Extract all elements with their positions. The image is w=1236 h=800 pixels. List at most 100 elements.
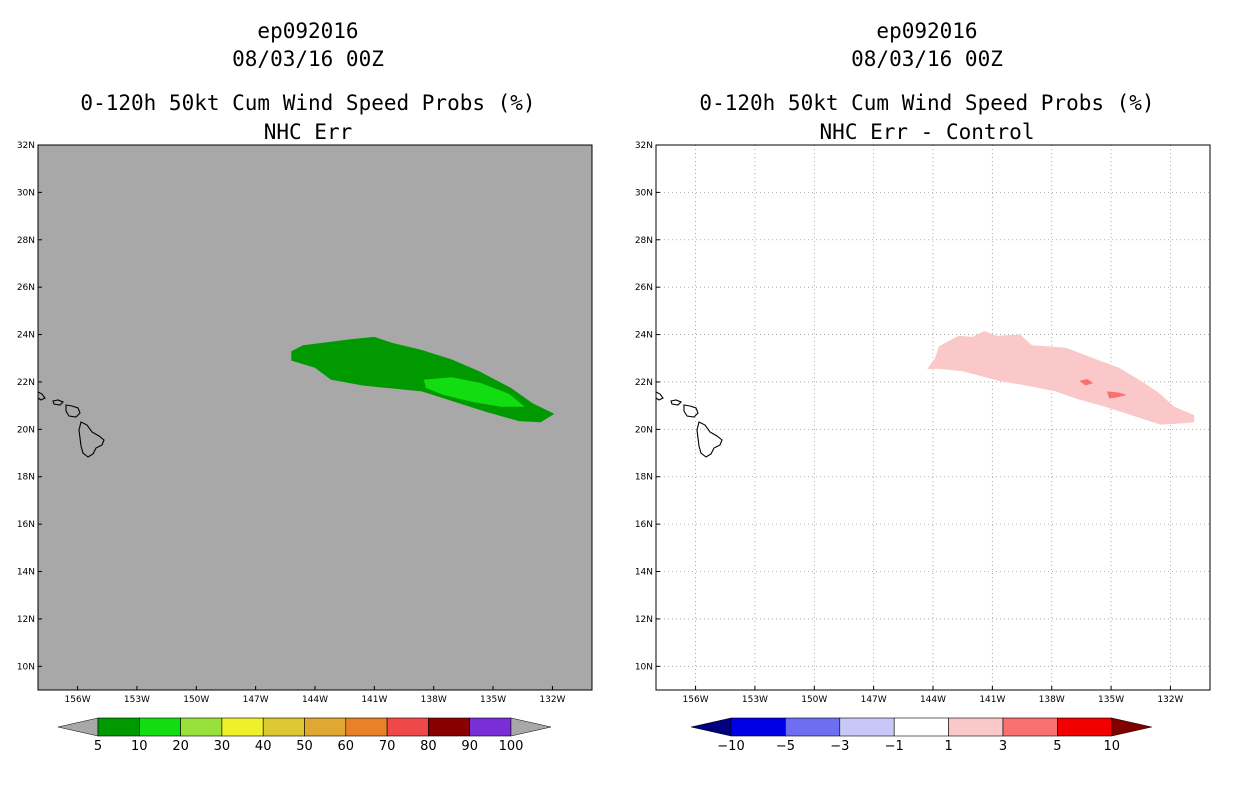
- colorbar-over-triangle: [1111, 717, 1152, 737]
- colorbar-label: −1: [885, 739, 904, 754]
- colorbar-swatch: [948, 717, 1004, 737]
- colorbar-label: 5: [1053, 739, 1061, 754]
- colorbar-label: −5: [776, 739, 795, 754]
- colorbar-swatch: [345, 717, 388, 737]
- x-tick-label: 144W: [302, 695, 328, 705]
- x-tick-label: 153W: [742, 695, 768, 705]
- x-tick-label: 153W: [124, 695, 150, 705]
- colorbar-swatch: [1057, 717, 1113, 737]
- probability-contour-3: [1079, 379, 1094, 386]
- colorbar-swatch: [262, 717, 305, 737]
- colorbar-label: 3: [999, 739, 1007, 754]
- hawaii-coastline: [37, 391, 105, 458]
- storm-id-label: ep092016: [876, 19, 977, 43]
- colorbar-swatch: [139, 717, 181, 737]
- colorbar-under-triangle: [690, 717, 732, 737]
- x-tick-label: 150W: [801, 695, 827, 705]
- hawaii-big-island-outline: [78, 421, 105, 458]
- colorbar-swatch: [469, 717, 512, 737]
- colorbar-label: 50: [296, 739, 313, 754]
- y-tick-label: 26N: [17, 283, 35, 293]
- y-tick-label: 12N: [17, 615, 35, 625]
- x-tick-label: 138W: [421, 695, 447, 705]
- right-panel: ep092016 08/03/16 00Z 0-120h 50kt Cum Wi…: [635, 19, 1211, 754]
- y-tick-label: 26N: [635, 283, 653, 293]
- y-tick-label: 14N: [17, 568, 35, 578]
- date-label: 08/03/16 00Z: [232, 47, 384, 71]
- hawaii-big-island-outline: [696, 421, 723, 458]
- y-tick-label: 28N: [635, 236, 653, 246]
- x-tick-label: 141W: [979, 695, 1005, 705]
- x-axis: 156W 153W 150W 147W 144W 141W 138W 135W 132W: [683, 686, 1184, 705]
- y-tick-label: 24N: [635, 331, 653, 341]
- y-tick-label: 28N: [17, 236, 35, 246]
- x-tick-label: 135W: [480, 695, 506, 705]
- colorbar-label: 60: [338, 739, 355, 754]
- oahu-outline: [655, 391, 664, 401]
- y-tick-label: 22N: [17, 378, 35, 388]
- x-tick-label: 150W: [183, 695, 209, 705]
- chart-title: 0-120h 50kt Cum Wind Speed Probs (%): [699, 91, 1154, 115]
- molokai-outline: [670, 399, 682, 406]
- y-tick-label: 30N: [635, 188, 653, 198]
- x-tick-label: 132W: [539, 695, 565, 705]
- x-axis: 156W 153W 150W 147W 144W 141W 138W 135W 132W: [65, 686, 566, 705]
- y-tick-label: 30N: [17, 188, 35, 198]
- colorbar-swatch: [1002, 717, 1058, 737]
- y-tick-label: 20N: [635, 425, 653, 435]
- y-tick-label: 32N: [635, 141, 653, 151]
- y-tick-label: 32N: [17, 141, 35, 151]
- probability-contour-3: [1107, 391, 1127, 399]
- y-tick-label: 18N: [635, 473, 653, 483]
- colorbar-label: 80: [420, 739, 437, 754]
- colorbar-label: 10: [131, 739, 148, 754]
- contour-layer: [927, 331, 1195, 425]
- colorbar-label: −10: [717, 739, 744, 754]
- colorbar-swatch: [893, 717, 949, 737]
- y-tick-label: 16N: [635, 520, 653, 530]
- chart-subtitle: NHC Err: [264, 120, 353, 144]
- contour-layer: [291, 336, 555, 423]
- y-axis: 10N 12N 14N 16N 18N 20N 22N 24N 26N 28N 30N 32N: [17, 141, 42, 672]
- colorbar-label: 90: [461, 739, 478, 754]
- left-panel: ep092016 08/03/16 00Z 0-120h 50kt Cum Wi…: [17, 19, 593, 754]
- date-label: 08/03/16 00Z: [851, 47, 1003, 71]
- y-tick-label: 12N: [635, 615, 653, 625]
- colorbar-swatch: [180, 717, 223, 737]
- x-tick-label: 147W: [861, 695, 887, 705]
- x-tick-label: 156W: [683, 695, 709, 705]
- colorbar-swatch: [785, 717, 841, 737]
- y-tick-label: 16N: [17, 520, 35, 530]
- colorbar-under-triangle: [57, 717, 99, 737]
- colorbar-label: 10: [1104, 739, 1121, 754]
- y-tick-label: 18N: [17, 473, 35, 483]
- colorbar-swatch: [839, 717, 895, 737]
- y-tick-label: 20N: [17, 425, 35, 435]
- x-tick-label: 141W: [361, 695, 387, 705]
- colorbar-swatch: [97, 717, 140, 737]
- colorbar-swatch: [304, 717, 347, 737]
- x-tick-label: 138W: [1039, 695, 1065, 705]
- x-tick-label: 135W: [1098, 695, 1124, 705]
- x-tick-label: 132W: [1157, 695, 1183, 705]
- colorbar-over-triangle: [510, 717, 552, 737]
- maui-outline: [683, 404, 699, 418]
- chart-subtitle: NHC Err - Control: [820, 120, 1035, 144]
- colorbar-label: 1: [944, 739, 952, 754]
- colorbar: 5 10 20 30 40 50 60 70 80 90 100: [57, 717, 552, 754]
- y-tick-label: 10N: [17, 662, 35, 672]
- molokai-outline: [52, 399, 64, 406]
- probability-contour-10: [423, 377, 525, 407]
- y-tick-label: 22N: [635, 378, 653, 388]
- colorbar-swatch: [730, 717, 786, 737]
- colorbar-label: 40: [255, 739, 272, 754]
- colorbar-label: 100: [499, 739, 524, 754]
- map-background: [38, 145, 592, 690]
- chart-title: 0-120h 50kt Cum Wind Speed Probs (%): [80, 91, 535, 115]
- colorbar-label: 5: [94, 739, 102, 754]
- colorbar-swatch: [386, 717, 429, 737]
- y-tick-label: 10N: [635, 662, 653, 672]
- probability-contour-1: [927, 331, 1195, 425]
- colorbar-label: −3: [830, 739, 849, 754]
